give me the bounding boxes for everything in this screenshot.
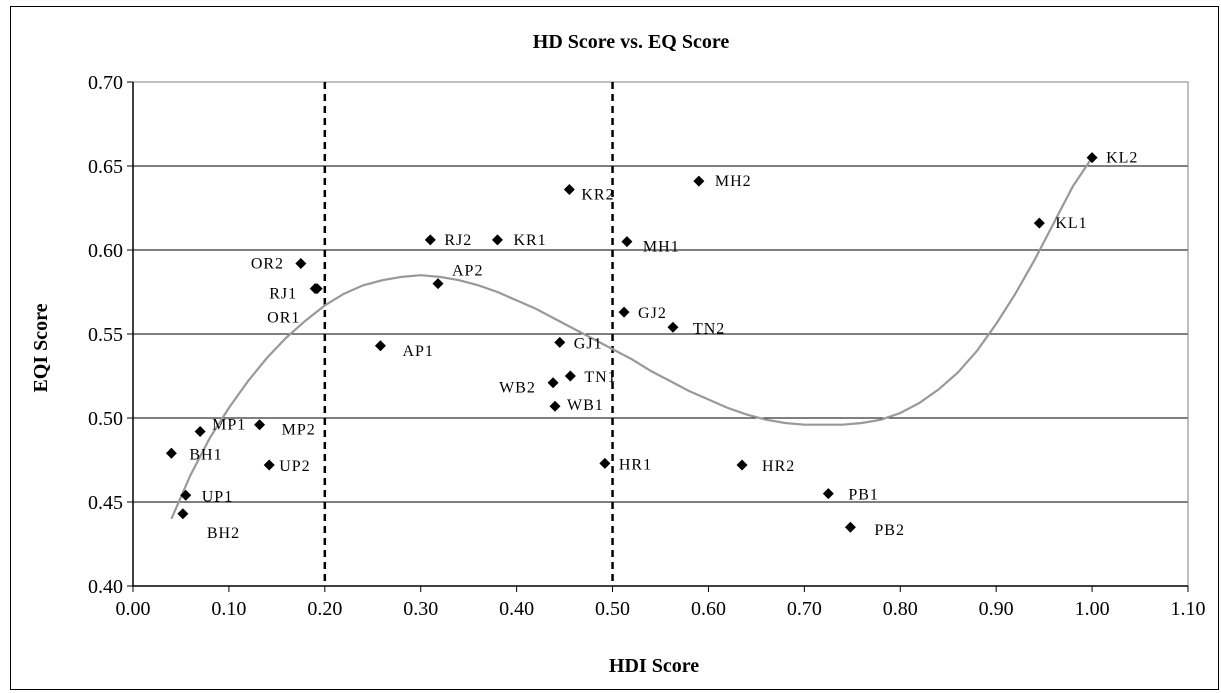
point-mp2 (254, 419, 266, 431)
x-tick-label: 0.10 (211, 598, 246, 620)
chart-frame (10, 6, 1219, 690)
x-tick-label: 0.40 (499, 598, 534, 620)
point-gj1 (554, 336, 566, 348)
point-label-hr2: HR2 (762, 458, 795, 475)
point-label-pb1: PB1 (848, 487, 879, 504)
point-label-gj2: GJ2 (638, 305, 667, 322)
point-label-or2: OR2 (251, 255, 284, 272)
reference-lines (323, 82, 614, 586)
x-tick-label: 0.70 (787, 598, 822, 620)
point-mh1 (621, 236, 633, 248)
y-tick-label: 0.45 (88, 492, 123, 514)
x-tick-label: 0.50 (595, 598, 630, 620)
point-label-or1: OR1 (267, 310, 300, 327)
point-tn2 (667, 321, 679, 333)
point-label-mh2: MH2 (715, 173, 752, 190)
y-axis-title: EQI Score (30, 303, 52, 392)
x-tick-label: 0.00 (116, 598, 151, 620)
x-tick-labels: 0.00 0.10 0.20 0.30 0.40 0.50 0.60 0.70 0.80 0.90… (116, 586, 1206, 620)
point-tn1 (564, 370, 576, 382)
x-tick-label: 1.10 (1171, 598, 1206, 620)
point-bh1 (165, 447, 177, 459)
point-hr1 (599, 457, 611, 469)
point-label-mp1: MP1 (212, 416, 246, 433)
data-points (165, 152, 1098, 533)
point-up1 (180, 489, 192, 501)
y-tick-label: 0.50 (88, 408, 123, 430)
point-kr2 (563, 184, 575, 196)
point-labels: KL2 KL1 MH2 KR2 MH1 RJ2 KR1 OR2 RJ1 OR1 AP2 GJ2 TN2 A… (189, 150, 1138, 542)
x-tick-label: 0.20 (307, 598, 342, 620)
point-mh2 (693, 175, 705, 187)
x-tick-label: 0.60 (691, 598, 726, 620)
point-label-ap1: AP1 (402, 343, 433, 360)
point-label-mh1: MH1 (643, 239, 680, 256)
point-label-kl2: KL2 (1106, 150, 1138, 167)
y-tick-label: 0.55 (88, 324, 123, 346)
y-tick-labels: 0.40 0.45 0.50 0.55 0.60 0.65 0.70 (88, 72, 133, 598)
point-label-rj2: RJ2 (444, 232, 472, 249)
y-tick-label: 0.60 (88, 240, 123, 262)
point-wb2 (547, 377, 559, 389)
point-label-kl1: KL1 (1055, 215, 1087, 232)
y-tick-label: 0.40 (88, 576, 123, 598)
x-axis-title: HDI Score (609, 655, 699, 677)
point-label-mp2: MP2 (282, 422, 316, 439)
point-label-pb2: PB2 (874, 522, 905, 539)
point-label-tn2: TN2 (693, 320, 725, 337)
point-ap2 (432, 278, 444, 290)
point-hr2 (736, 459, 748, 471)
point-label-kr1: KR1 (513, 232, 546, 249)
point-up2 (263, 459, 275, 471)
point-label-bh2: BH2 (207, 525, 240, 542)
y-tick-label: 0.70 (88, 72, 123, 94)
point-bh2 (177, 508, 189, 520)
x-tick-label: 0.30 (403, 598, 438, 620)
point-or1 (311, 283, 323, 295)
point-label-rj1: RJ1 (269, 286, 297, 303)
point-kl1 (1033, 217, 1045, 229)
point-label-up1: UP1 (202, 488, 233, 505)
chart-title: HD Score vs. EQ Score (533, 31, 730, 53)
point-rj2 (424, 234, 436, 246)
point-pb1 (822, 488, 834, 500)
point-ap1 (374, 340, 386, 352)
point-label-bh1: BH1 (189, 446, 222, 463)
point-label-kr2: KR2 (581, 187, 614, 204)
point-label-up2: UP2 (279, 458, 310, 475)
y-tick-label: 0.65 (88, 156, 123, 178)
x-tick-label: 1.00 (1075, 598, 1110, 620)
x-tick-label: 0.90 (979, 598, 1014, 620)
point-gj2 (618, 306, 630, 318)
point-kr1 (491, 234, 503, 246)
point-label-wb1: WB1 (567, 397, 604, 414)
point-label-tn1: TN1 (584, 369, 616, 386)
point-wb1 (549, 400, 561, 412)
x-tick-label: 0.80 (883, 598, 918, 620)
trendline (170, 156, 1094, 520)
point-kl2 (1086, 152, 1098, 164)
point-or2 (295, 257, 307, 269)
point-label-ap2: AP2 (452, 263, 483, 280)
point-mp1 (194, 425, 206, 437)
point-label-hr1: HR1 (619, 456, 652, 473)
point-pb2 (844, 521, 856, 533)
point-label-wb2: WB2 (499, 380, 536, 397)
point-label-gj1: GJ1 (574, 335, 603, 352)
